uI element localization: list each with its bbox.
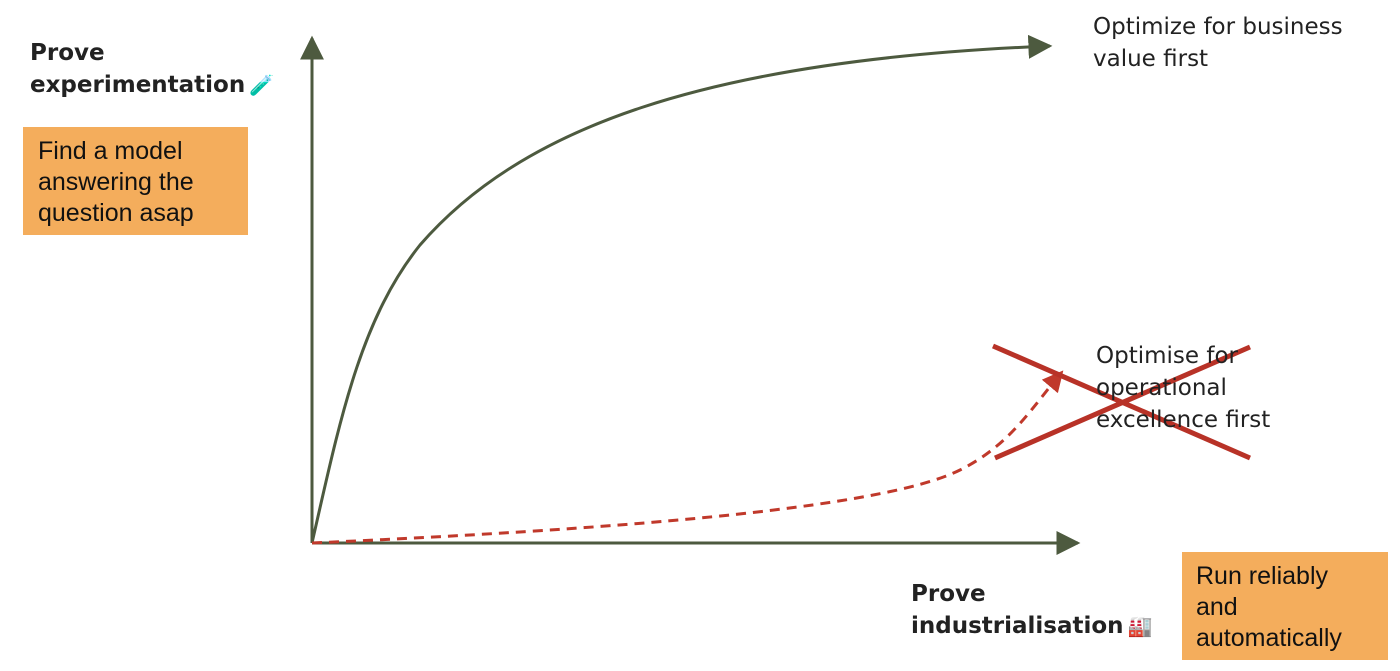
business-value-label-line-2: value first bbox=[1093, 46, 1209, 72]
experiment-note-line-3: question asap bbox=[38, 199, 194, 227]
x-axis-title: Prove industrialisation 🏭 bbox=[911, 578, 1152, 642]
operational-excellence-label-line-2: operational bbox=[1096, 375, 1227, 401]
operational-excellence-curve bbox=[311, 370, 1064, 545]
experiment-note-line-1: Find a model bbox=[38, 137, 183, 165]
y-axis-title: Prove experimentation 🧪 bbox=[30, 37, 274, 101]
business-value-curve bbox=[310, 34, 1053, 544]
experiment-note: Find a model answering the question asap bbox=[23, 127, 248, 235]
industrial-note: Run reliably and automatically bbox=[1182, 552, 1388, 660]
industrial-note-line-1: Run reliably bbox=[1196, 562, 1329, 590]
x-axis-title-line-1: Prove bbox=[911, 581, 986, 607]
cross-out-line-2 bbox=[994, 344, 1251, 461]
business-value-label: Optimize for business value first bbox=[1093, 11, 1343, 75]
factory-icon: 🏭 bbox=[1127, 614, 1153, 638]
x-axis-title-line-2: industrialisation 🏭 bbox=[911, 613, 1153, 639]
operational-excellence-label: Optimise for operational excellence firs… bbox=[1096, 340, 1270, 436]
operational-excellence-label-line-1: Optimise for bbox=[1096, 343, 1238, 369]
experiment-note-line-2: answering the bbox=[38, 168, 194, 196]
y-axis-title-line-2: experimentation 🧪 bbox=[30, 72, 275, 98]
business-value-label-line-1: Optimize for business bbox=[1093, 14, 1343, 40]
test-tube-icon: 🧪 bbox=[249, 73, 275, 97]
operational-excellence-label-line-3: excellence first bbox=[1096, 407, 1271, 433]
industrial-note-line-3: automatically bbox=[1196, 624, 1342, 652]
y-axis-title-line-1: Prove bbox=[30, 40, 105, 66]
industrial-note-line-2: and bbox=[1196, 593, 1238, 621]
